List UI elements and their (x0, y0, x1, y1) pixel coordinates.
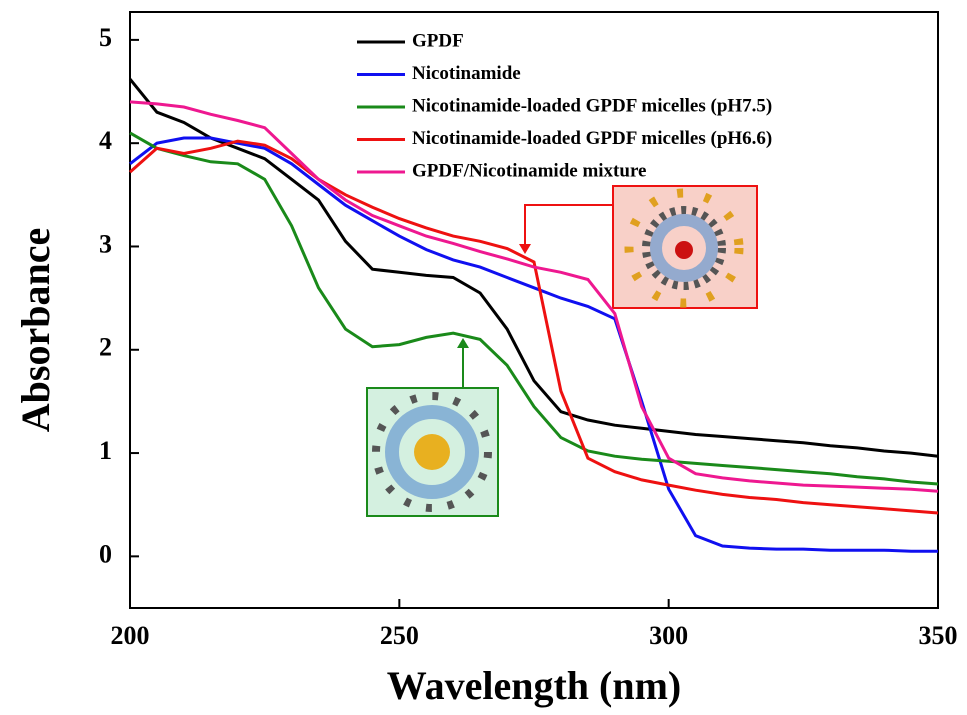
x-tick-label: 250 (380, 621, 419, 650)
series-line (130, 141, 938, 513)
chart: Absorbance Wavelength (nm) 0 1 2 3 4 5 200 250 3… (0, 0, 967, 715)
y-tick-label: 2 (99, 333, 112, 362)
legend-label: GPDF (412, 30, 464, 51)
inset-micelle-ph66 (519, 186, 757, 308)
series-line (130, 138, 938, 551)
x-tick-label: 200 (111, 621, 150, 650)
legend-label: Nicotinamide-loaded GPDF micelles (pH7.5… (412, 95, 772, 116)
x-axis-label: Wavelength (nm) (387, 663, 681, 708)
legend-label: Nicotinamide-loaded GPDF micelles (pH6.6… (412, 128, 772, 149)
y-tick-label: 3 (99, 229, 112, 258)
y-tick-label: 0 (99, 539, 112, 568)
y-tick-label: 4 (99, 126, 112, 155)
legend-label: Nicotinamide (412, 63, 521, 84)
y-tick-label: 5 (99, 23, 112, 52)
x-tick-label: 350 (919, 621, 958, 650)
legend-label: GPDF/Nicotinamide mixture (412, 160, 646, 181)
x-tick-label: 300 (649, 621, 688, 650)
y-axis-label: Absorbance (13, 228, 58, 432)
inset-micelle-ph75 (367, 338, 498, 516)
series-line (130, 133, 938, 484)
y-tick-label: 1 (99, 436, 112, 465)
